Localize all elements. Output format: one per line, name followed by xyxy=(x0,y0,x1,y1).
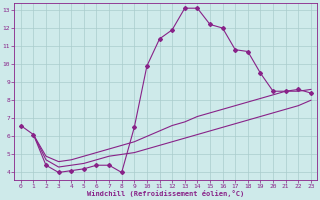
X-axis label: Windchill (Refroidissement éolien,°C): Windchill (Refroidissement éolien,°C) xyxy=(87,190,244,197)
